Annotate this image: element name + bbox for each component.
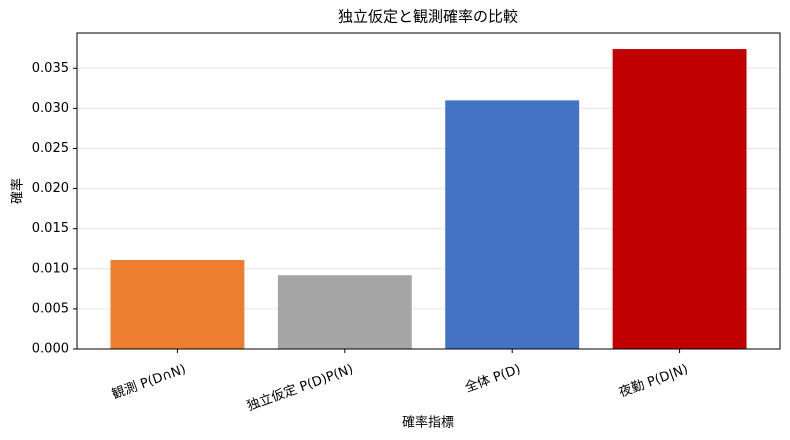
y-axis-label: 確率 (10, 178, 26, 204)
y-tick-label: 0.010 (32, 261, 69, 276)
y-tick-label: 0.030 (32, 101, 69, 116)
y-tick-label: 0.015 (32, 221, 69, 236)
x-axis-label: 確率指標 (402, 415, 454, 431)
y-tick-label: 0.000 (32, 342, 69, 357)
bar (612, 49, 747, 349)
y-tick-label: 0.005 (32, 301, 69, 316)
y-tick-label: 0.025 (32, 141, 69, 156)
chart-title: 独立仮定と観測確率の比較 (338, 8, 518, 26)
plot-frame (76, 32, 781, 350)
x-tick-label: 観測 P(D∩N) (110, 362, 188, 403)
y-tick-label: 0.035 (32, 61, 69, 76)
bar (110, 259, 245, 349)
bar (277, 275, 412, 349)
x-tick-label: 独立仮定 P(D)P(N) (245, 362, 355, 414)
y-tick-label: 0.020 (32, 181, 69, 196)
x-tick-label: 夜勤 P(D|N) (617, 362, 690, 401)
x-tick-label: 全体 P(D) (463, 361, 523, 396)
bar (445, 100, 580, 349)
